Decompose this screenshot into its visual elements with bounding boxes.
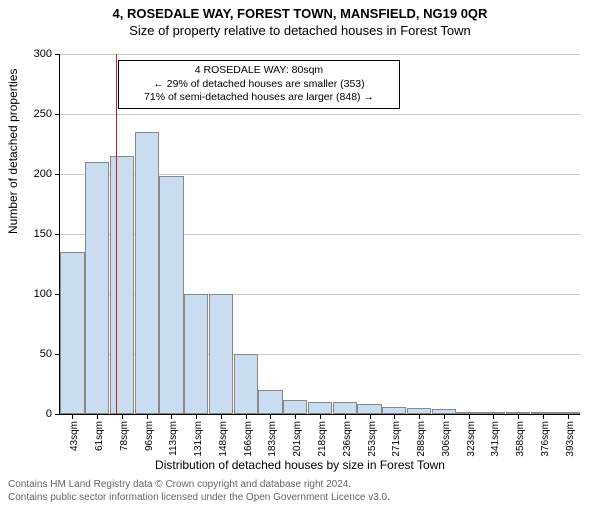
bar [60,252,84,414]
bar [209,294,233,414]
x-tick-mark [295,414,296,419]
x-tick-label: 183sqm [267,421,278,457]
x-tick-mark [345,414,346,419]
y-tick-label: 250 [34,108,52,120]
bar [308,402,332,414]
x-tick-mark [419,414,420,419]
x-tick-label: 376sqm [540,421,551,457]
title-address: 4, ROSEDALE WAY, FOREST TOWN, MANSFIELD,… [0,6,600,21]
y-tick-mark [55,114,60,115]
y-tick-label: 100 [34,288,52,300]
x-tick-mark [196,414,197,419]
x-tick-mark [147,414,148,419]
x-tick-label: 96sqm [144,421,155,451]
chart-container: 4, ROSEDALE WAY, FOREST TOWN, MANSFIELD,… [0,6,600,506]
x-tick-label: 341sqm [490,421,501,457]
x-tick-label: 288sqm [416,421,427,457]
y-tick-label: 0 [46,408,52,420]
gridline [60,114,580,115]
y-tick-mark [55,234,60,235]
x-tick-label: 393sqm [565,421,576,457]
x-tick-mark [469,414,470,419]
x-tick-mark [122,414,123,419]
y-tick-label: 300 [34,48,52,60]
x-tick-mark [221,414,222,419]
bar [333,402,357,414]
x-tick-mark [568,414,569,419]
x-tick-mark [171,414,172,419]
x-tick-label: 78sqm [119,421,130,451]
x-tick-mark [543,414,544,419]
bar [110,156,134,414]
y-tick-mark [55,54,60,55]
y-tick-label: 50 [40,348,52,360]
x-tick-label: 131sqm [193,421,204,457]
y-tick-mark [55,354,60,355]
x-tick-label: 148sqm [218,421,229,457]
x-tick-label: 113sqm [168,421,179,456]
title-subtitle: Size of property relative to detached ho… [0,23,600,38]
bar [184,294,208,414]
bar [357,404,381,414]
bar [159,176,183,414]
x-tick-label: 323sqm [466,421,477,457]
bar [135,132,159,414]
bar [258,390,282,414]
bar [85,162,109,414]
x-tick-label: 358sqm [515,421,526,457]
x-tick-mark [246,414,247,419]
x-tick-mark [270,414,271,419]
x-tick-label: 271sqm [391,421,402,457]
x-tick-mark [394,414,395,419]
x-tick-mark [97,414,98,419]
y-tick-label: 200 [34,168,52,180]
x-tick-label: 166sqm [243,421,254,457]
footer-text: Contains HM Land Registry data © Crown c… [8,478,390,504]
x-axis-label: Distribution of detached houses by size … [0,458,600,472]
x-tick-mark [320,414,321,419]
plot-region: 4 ROSEDALE WAY: 80sqm← 29% of detached h… [60,54,580,414]
x-tick-mark [444,414,445,419]
footer-line2: Contains public sector information licen… [8,491,390,504]
annotation-box: 4 ROSEDALE WAY: 80sqm← 29% of detached h… [118,60,400,109]
x-tick-mark [518,414,519,419]
x-tick-label: 236sqm [342,421,353,457]
y-tick-label: 150 [34,228,52,240]
annotation-line1: 4 ROSEDALE WAY: 80sqm [125,64,393,78]
y-tick-mark [55,294,60,295]
x-tick-label: 201sqm [292,421,303,457]
x-tick-label: 253sqm [367,421,378,457]
gridline [60,54,580,55]
x-tick-label: 43sqm [69,421,80,451]
bar [283,400,307,414]
annotation-line3: 71% of semi-detached houses are larger (… [125,91,393,105]
x-tick-mark [72,414,73,419]
x-tick-label: 306sqm [441,421,452,457]
footer-line1: Contains HM Land Registry data © Crown c… [8,478,390,491]
x-tick-label: 218sqm [317,421,328,457]
bar [234,354,258,414]
chart-area: 4 ROSEDALE WAY: 80sqm← 29% of detached h… [60,54,580,414]
annotation-line2: ← 29% of detached houses are smaller (35… [125,78,393,92]
x-tick-label: 61sqm [94,421,105,451]
x-tick-mark [493,414,494,419]
y-tick-mark [55,174,60,175]
y-axis-label: Number of detached properties [6,69,20,234]
property-marker-line [116,54,117,414]
bar [382,407,406,414]
y-tick-mark [55,414,60,415]
x-tick-mark [370,414,371,419]
